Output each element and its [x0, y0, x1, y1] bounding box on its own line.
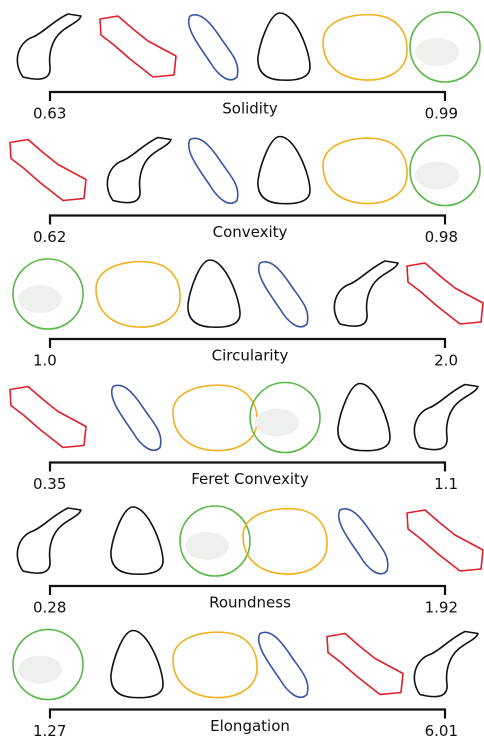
scale-max: 6.01: [425, 722, 458, 740]
particle-outline: [322, 137, 408, 205]
shape-shading: [255, 408, 299, 437]
particle-outline: [172, 631, 258, 699]
particle-outline: [9, 138, 87, 202]
particle-outline: [257, 135, 311, 205]
descriptor-name: Convexity: [213, 223, 288, 241]
particle-outline: [326, 632, 404, 696]
particle-outline: [257, 12, 311, 82]
shape-shading: [415, 38, 459, 66]
shape-shading: [18, 285, 62, 313]
descriptor-row: 0.62 0.98 Convexity: [9, 134, 481, 246]
scale-min: 1.27: [33, 722, 66, 740]
descriptor-row: 0.28 1.92 Roundness: [16, 505, 484, 617]
particle-outline: [16, 507, 82, 574]
scale-min: 0.62: [33, 228, 66, 246]
particle-outline: [409, 11, 481, 83]
descriptor-name: Solidity: [222, 100, 278, 118]
shape-shading: [185, 532, 229, 560]
particle-outline: [187, 137, 239, 205]
particle-outline: [406, 262, 484, 325]
particle-outline: [257, 261, 309, 328]
particle-outline: [409, 134, 481, 207]
scale-min: 0.63: [33, 105, 66, 123]
scale-max: 2.0: [434, 352, 458, 370]
particle-outline: [242, 507, 328, 575]
descriptor-row: 0.63 0.99 Solidity: [16, 11, 481, 123]
particle-outline: [110, 384, 162, 452]
shape-shading: [18, 655, 62, 684]
particle-outline: [337, 508, 389, 575]
particle-outline: [172, 384, 258, 452]
scale-bar: [48, 708, 447, 719]
scale-max: 1.1: [434, 475, 458, 493]
descriptor-name: Roundness: [209, 594, 291, 612]
particle-outline: [413, 383, 479, 451]
scale-max: 1.92: [425, 599, 458, 617]
particle-outline: [95, 260, 181, 328]
scale-max: 0.98: [425, 228, 458, 246]
scale-bar: [48, 584, 447, 595]
particle-outline: [413, 630, 479, 698]
particle-outline: [16, 13, 82, 80]
particle-outline: [337, 382, 391, 452]
scale-max: 0.99: [425, 105, 458, 123]
particle-outline: [257, 631, 309, 699]
descriptor-name: Elongation: [210, 717, 290, 735]
scale-bar: [48, 214, 447, 225]
scale-min: 0.28: [33, 599, 66, 617]
particle-outline: [249, 381, 321, 454]
particle-outline: [187, 259, 241, 329]
descriptor-name: Circularity: [212, 347, 289, 365]
particle-outline: [187, 14, 239, 81]
particle-outline: [9, 385, 87, 449]
descriptor-name: Feret Convexity: [191, 470, 309, 488]
particle-outline: [110, 629, 164, 699]
particle-outline: [99, 15, 177, 78]
shape-shading: [415, 161, 459, 190]
particle-outline: [110, 506, 164, 576]
particle-outline: [12, 628, 84, 701]
scale-bar: [48, 461, 447, 472]
scale-min: 1.0: [33, 352, 57, 370]
particle-outline: [106, 136, 172, 204]
scale-bar: [48, 337, 447, 348]
scale-min: 0.35: [33, 475, 66, 493]
particle-outline: [322, 13, 408, 81]
particle-outline: [406, 509, 484, 572]
particle-outline: [179, 505, 251, 577]
descriptor-row: 1.0 2.0 Circularity: [12, 258, 484, 370]
descriptor-row: 1.27 6.01 Elongation: [12, 628, 479, 740]
particle-outline: [12, 258, 84, 330]
descriptor-row: 0.35 1.1 Feret Convexity: [9, 381, 479, 493]
scale-bar: [48, 90, 447, 101]
particle-outline: [333, 260, 399, 327]
